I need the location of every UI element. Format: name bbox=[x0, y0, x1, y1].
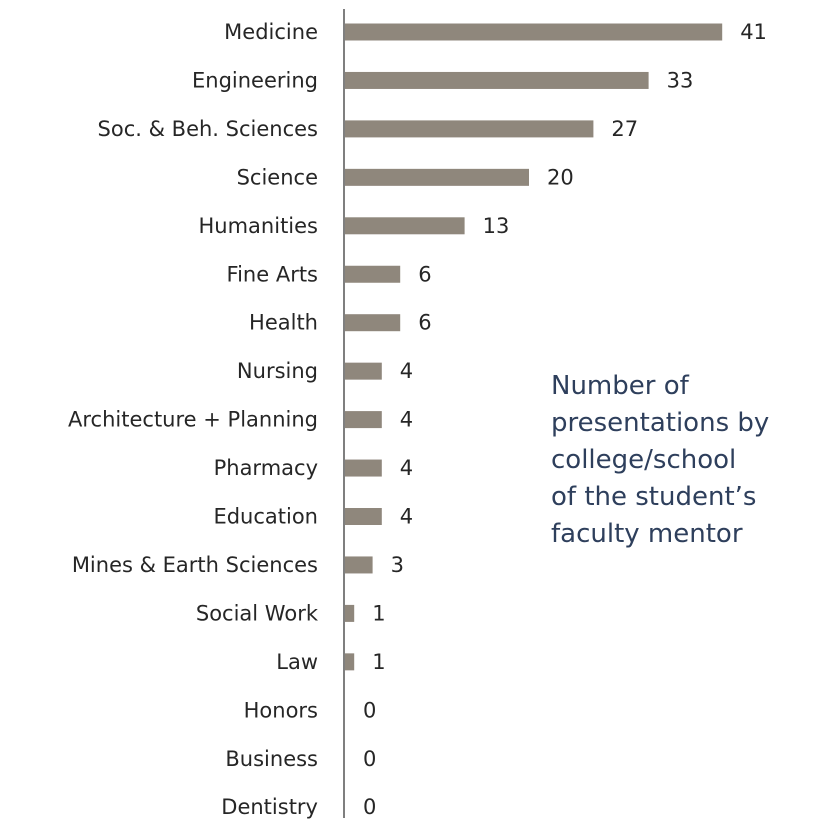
value-label: 0 bbox=[363, 698, 376, 722]
bar bbox=[345, 411, 382, 429]
category-label: Medicine bbox=[224, 20, 318, 44]
bar bbox=[345, 314, 401, 332]
bar bbox=[345, 508, 382, 525]
bar bbox=[345, 71, 649, 89]
bar bbox=[345, 459, 382, 477]
category-label: Humanities bbox=[199, 214, 319, 238]
category-label: Engineering bbox=[192, 68, 318, 92]
value-label: 4 bbox=[400, 359, 413, 383]
bar bbox=[345, 556, 373, 574]
value-label: 4 bbox=[400, 408, 413, 432]
bar bbox=[345, 265, 401, 283]
value-label: 13 bbox=[483, 214, 510, 238]
value-label: 1 bbox=[372, 601, 385, 625]
chart-title: Number of presentations by college/schoo… bbox=[551, 371, 770, 549]
category-label: Business bbox=[225, 747, 318, 771]
category-label: Fine Arts bbox=[227, 262, 318, 286]
category-label: Dentistry bbox=[221, 795, 318, 819]
category-label: Pharmacy bbox=[214, 456, 318, 480]
bar bbox=[345, 362, 382, 380]
value-label: 1 bbox=[372, 650, 385, 674]
category-label: Education bbox=[213, 505, 318, 529]
value-label: 41 bbox=[740, 20, 767, 44]
category-label: Science bbox=[237, 165, 318, 189]
value-label: 0 bbox=[363, 747, 376, 771]
category-label: Honors bbox=[244, 698, 318, 722]
bar bbox=[345, 23, 723, 41]
value-label: 20 bbox=[547, 165, 574, 189]
bar bbox=[345, 120, 594, 138]
bar bbox=[345, 604, 355, 622]
value-label: 6 bbox=[418, 311, 431, 335]
value-label: 27 bbox=[611, 117, 638, 141]
value-label: 4 bbox=[400, 456, 413, 480]
category-label: Mines & Earth Sciences bbox=[72, 553, 318, 577]
category-label: Health bbox=[249, 311, 318, 335]
bar bbox=[345, 217, 465, 235]
value-label: 0 bbox=[363, 795, 376, 819]
bar bbox=[345, 653, 355, 671]
value-label: 6 bbox=[418, 262, 431, 286]
category-label: Soc. & Beh. Sciences bbox=[98, 117, 318, 141]
bar bbox=[345, 168, 529, 186]
value-label: 33 bbox=[667, 68, 694, 92]
category-label: Law bbox=[276, 650, 318, 674]
category-label: Nursing bbox=[237, 359, 318, 383]
value-label: 4 bbox=[400, 505, 413, 529]
category-label: Architecture + Planning bbox=[68, 408, 318, 432]
category-label: Social Work bbox=[196, 601, 319, 625]
value-label: 3 bbox=[391, 553, 404, 577]
